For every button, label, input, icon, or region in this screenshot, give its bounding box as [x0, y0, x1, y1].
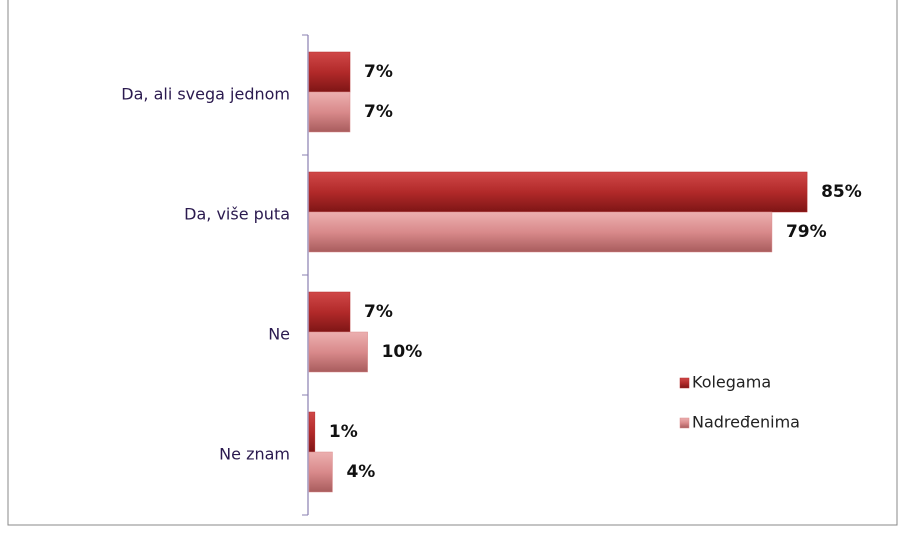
- category-label: Da, ali svega jednom: [121, 85, 290, 104]
- value-label: 7%: [364, 302, 393, 322]
- value-label: 79%: [786, 222, 827, 242]
- bar: [308, 291, 351, 333]
- category-label: Ne: [268, 325, 290, 344]
- bar: [308, 51, 351, 93]
- value-label: 7%: [364, 62, 393, 82]
- bar: [308, 411, 316, 453]
- chart-frame: [7, 0, 898, 526]
- value-label: 10%: [382, 342, 423, 362]
- bar: [308, 91, 351, 133]
- category-label: Da, više puta: [184, 205, 290, 224]
- legend-swatch: [679, 417, 690, 429]
- legend-label: Kolegama: [692, 373, 771, 392]
- legend-label: Nadređenima: [692, 413, 800, 432]
- bar: [308, 211, 773, 253]
- value-label: 7%: [364, 102, 393, 122]
- bar: [308, 171, 808, 213]
- value-label: 1%: [329, 422, 358, 442]
- value-label: 85%: [821, 182, 862, 202]
- category-label: Ne znam: [219, 445, 290, 464]
- bar: [308, 331, 368, 373]
- value-label: 4%: [346, 462, 375, 482]
- legend-swatch: [679, 377, 690, 389]
- bar: [308, 451, 333, 493]
